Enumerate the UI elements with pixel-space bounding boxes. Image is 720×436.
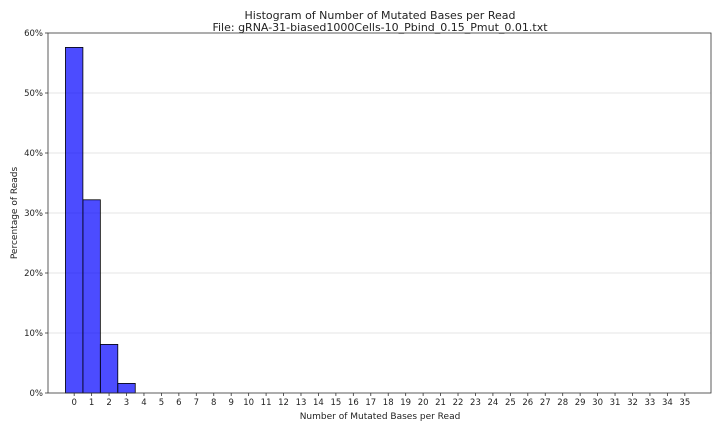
x-tick-label: 22 [453, 398, 464, 408]
x-tick-label: 7 [194, 398, 199, 408]
y-tick-label: 0% [30, 389, 44, 399]
x-tick-label: 16 [348, 398, 359, 408]
x-tick-label: 9 [228, 398, 233, 408]
x-tick-label: 33 [645, 398, 656, 408]
x-tick-label: 32 [627, 398, 638, 408]
x-tick-label: 26 [522, 398, 533, 408]
y-tick-label: 10% [24, 329, 43, 339]
x-tick-label: 25 [505, 398, 516, 408]
x-tick-label: 3 [124, 398, 129, 408]
x-tick-label: 0 [71, 398, 76, 408]
x-tick-label: 20 [418, 398, 429, 408]
histogram-bar [82, 199, 101, 394]
bars [65, 47, 136, 394]
x-tick-label: 28 [557, 398, 568, 408]
x-axis-label: Number of Mutated Bases per Read [300, 412, 461, 422]
histogram-bar [99, 343, 119, 394]
x-tick-label: 14 [313, 398, 324, 408]
y-tick-label: 20% [24, 269, 43, 279]
y-tick-label: 30% [24, 209, 43, 219]
x-tick-label: 6 [176, 398, 181, 408]
x-tick-label: 10 [243, 398, 254, 408]
gridlines [48, 92, 711, 334]
x-tick-label: 31 [610, 398, 621, 408]
x-tick-label: 21 [435, 398, 446, 408]
x-tick-label: 30 [592, 398, 603, 408]
histogram-bar [117, 382, 136, 394]
x-tick-label: 8 [211, 398, 216, 408]
x-tick-label: 2 [106, 398, 111, 408]
y-tick-label: 60% [24, 29, 43, 39]
x-tick-label: 13 [296, 398, 307, 408]
x-tick-label: 17 [365, 398, 376, 408]
x-tick-label: 29 [575, 398, 586, 408]
x-tick-label: 4 [141, 398, 146, 408]
histogram-bar [65, 47, 84, 394]
x-tick-label: 18 [383, 398, 394, 408]
x-tick-label: 5 [159, 398, 164, 408]
chart-subtitle: File: gRNA-31-biased1000Cells-10_Pbind_0… [212, 21, 548, 34]
chart-title: Histogram of Number of Mutated Bases per… [245, 9, 516, 22]
x-axis-ticks: 0 1 2 3 4 5 6 7 8 9 10 11 12 13 14 15 16 17 18 19 20 21 22 23 24… [71, 393, 690, 408]
x-tick-label: 24 [487, 398, 498, 408]
x-tick-label: 35 [679, 398, 690, 408]
x-tick-label: 23 [470, 398, 481, 408]
x-tick-label: 11 [261, 398, 272, 408]
y-tick-label: 50% [24, 89, 43, 99]
y-axis-ticks: 0% 10% 20% 30% 40% 50% 60% [24, 29, 48, 399]
x-tick-label: 1 [89, 398, 94, 408]
x-tick-label: 15 [330, 398, 341, 408]
x-tick-label: 27 [540, 398, 551, 408]
y-tick-label: 40% [24, 149, 43, 159]
x-tick-label: 19 [400, 398, 411, 408]
x-tick-label: 34 [662, 398, 673, 408]
x-tick-label: 12 [278, 398, 289, 408]
y-axis-label: Percentage of Reads [10, 167, 20, 260]
